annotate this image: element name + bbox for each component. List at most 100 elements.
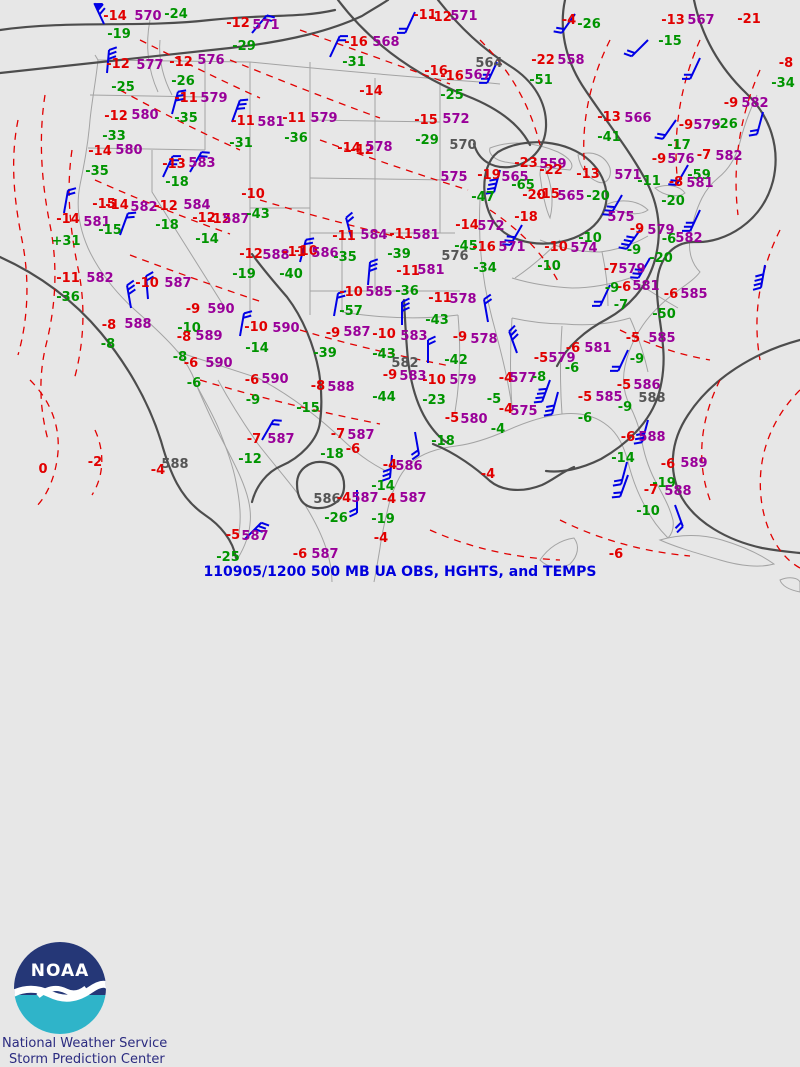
temperature-label: -13 — [597, 110, 621, 125]
height-label: 587 — [399, 491, 426, 506]
height-label: 565 — [557, 189, 584, 204]
height-label: 579 — [449, 373, 476, 388]
temperature-label: -6 — [621, 430, 635, 445]
dewpoint-label: -14 — [195, 232, 219, 247]
state-border-line — [539, 166, 553, 220]
temperature-label: -9 — [652, 152, 666, 167]
dewpoint-label: -43 — [372, 347, 396, 362]
wind-barb-icon — [485, 169, 501, 195]
height-label: 579 — [548, 351, 575, 366]
state-border-line — [309, 119, 441, 123]
height-label: 566 — [624, 111, 651, 126]
temperature-label: -9 — [630, 222, 644, 237]
temperature-label: -13 — [661, 13, 685, 28]
dewpoint-label: -24 — [164, 7, 188, 22]
dewpoint-label: -36 — [395, 284, 419, 299]
isotherm-dashed-line — [479, 39, 541, 146]
state-border-line — [373, 413, 669, 583]
height-label: 587 — [347, 428, 374, 443]
temperature-label: -11 — [174, 91, 198, 106]
dewpoint-label: -19 — [371, 512, 395, 527]
noaa-logo-circle — [14, 942, 106, 1034]
isotherm-dashed-line — [675, 39, 701, 186]
isotherm-dashed-line — [583, 39, 611, 171]
height-label: 568 — [372, 35, 399, 50]
wind-barb-icon — [611, 474, 629, 499]
height-label: 588 — [664, 484, 691, 499]
temperature-label: -5 — [626, 331, 640, 346]
temperature-label: -10 — [241, 187, 265, 202]
height-label: 585 — [365, 285, 392, 300]
wind-barb-icon — [479, 61, 498, 84]
wind-barb-icon — [299, 237, 315, 263]
temperature-label: -6 — [346, 442, 360, 457]
temperature-label: -19 — [477, 168, 501, 183]
height-label: 578 — [449, 292, 476, 307]
dewpoint-label: -25 — [440, 88, 464, 103]
height-contour-line — [436, 0, 548, 169]
height-label: 582 — [130, 200, 157, 215]
temperature-label: -12 — [239, 247, 263, 262]
height-label: 587 — [241, 529, 268, 544]
dewpoint-label: +31 — [52, 234, 81, 249]
height-label: 587 — [351, 491, 378, 506]
dewpoint-label: -42 — [444, 353, 468, 368]
height-label: 579 — [200, 91, 227, 106]
dewpoint-label: -6 — [578, 411, 592, 426]
dewpoint-label: -50 — [652, 307, 676, 322]
dewpoint-label: -9 — [605, 281, 619, 296]
state-border-line — [89, 94, 206, 98]
temperature-label: -11 — [389, 227, 413, 242]
temperature-label: -12 — [207, 212, 231, 227]
state-border-line — [658, 535, 776, 567]
height-label: 589 — [680, 456, 707, 471]
height-label: 583 — [400, 329, 427, 344]
height-label: 588 — [262, 248, 289, 263]
height-label: 571 — [498, 240, 525, 255]
temperature-label: -8 — [669, 175, 683, 190]
dewpoint-label: -9 — [246, 393, 260, 408]
state-border-line — [510, 317, 513, 409]
wind-barb-icon — [630, 257, 651, 279]
temperature-label: -4 — [383, 458, 397, 473]
height-label: 584 — [183, 198, 210, 213]
temperature-label: -12 — [104, 109, 128, 124]
wind-barb-icon — [63, 187, 77, 214]
temperature-label: -6 — [245, 373, 259, 388]
dewpoint-label: -8 — [101, 337, 115, 352]
dewpoint-label: -36 — [56, 290, 80, 305]
isotherm-dashed-line — [40, 94, 56, 441]
isotherm-dashed-line — [139, 39, 261, 99]
height-label: 587 — [222, 212, 249, 227]
height-label: 575 — [607, 210, 634, 225]
temperature-label: -6 — [293, 547, 307, 562]
temperature-label: -15 — [92, 197, 116, 212]
dewpoint-label: -47 — [471, 190, 495, 205]
dewpoint-label: -65 — [511, 178, 535, 193]
temperature-label: -14 — [56, 212, 80, 227]
height-label: 585 — [680, 287, 707, 302]
temperature-label: -4 — [481, 467, 495, 482]
height-label: 590 — [261, 372, 288, 387]
isotherm-dashed-line — [429, 529, 561, 561]
height-label: 565 — [501, 170, 528, 185]
height-contour-line — [336, 0, 532, 147]
dewpoint-label: -14 — [371, 479, 395, 494]
isotherm-dashed-line — [559, 519, 691, 557]
temperature-label: -14 — [105, 198, 129, 213]
height-label: 586 — [633, 378, 660, 393]
dewpoint-label: -44 — [372, 390, 396, 405]
temperature-label: -12 — [226, 16, 250, 31]
dewpoint-label: -51 — [529, 73, 553, 88]
wind-barb-icon — [261, 419, 282, 441]
dewpoint-label: -39 — [313, 346, 337, 361]
dewpoint-label: -26 — [714, 117, 738, 132]
state-border-line — [539, 537, 578, 568]
temperature-label: -10 — [422, 373, 446, 388]
dewpoint-label: -26 — [577, 17, 601, 32]
map-caption: 110905/1200 500 MB UA OBS, HGHTS, and TE… — [203, 564, 597, 580]
state-border-line — [577, 152, 611, 184]
height-label: 587 — [343, 325, 370, 340]
dewpoint-label: -35 — [333, 250, 357, 265]
